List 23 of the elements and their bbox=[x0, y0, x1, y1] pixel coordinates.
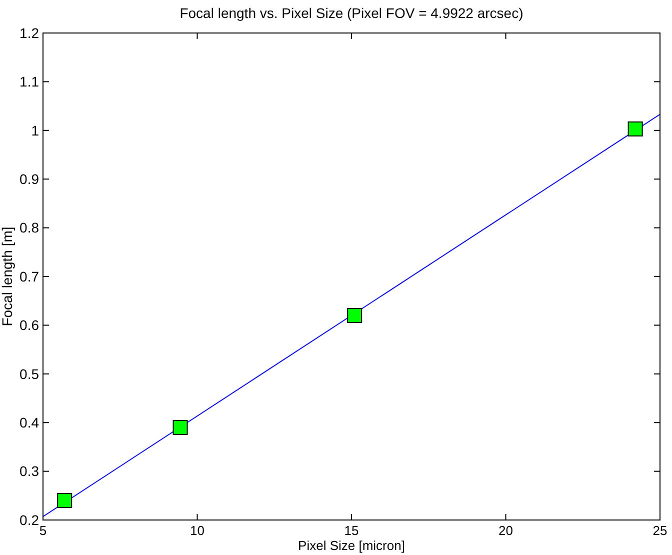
x-tick-label: 10 bbox=[190, 523, 204, 538]
y-tick-label: 1 bbox=[31, 122, 40, 138]
point bbox=[628, 121, 643, 136]
y-tick-label: 0.8 bbox=[20, 220, 40, 236]
y-tick-label: 0.2 bbox=[20, 512, 40, 528]
y-tick-label: 0.9 bbox=[20, 171, 40, 187]
y-tick-label: 0.3 bbox=[20, 463, 40, 480]
y-tick-label: 0.7 bbox=[20, 268, 40, 284]
point bbox=[57, 493, 72, 508]
y-tick-label: 1.2 bbox=[20, 24, 40, 41]
point bbox=[172, 420, 188, 435]
y-axis-title: Focal length [m] bbox=[0, 226, 15, 326]
y-tick-label: 0.6 bbox=[20, 317, 40, 334]
x-axis-title: Pixel Size [micron] bbox=[298, 538, 405, 553]
point bbox=[347, 308, 362, 323]
x-tick-label: 20 bbox=[498, 523, 513, 538]
x-tick-label: 25 bbox=[652, 523, 668, 538]
chart-title: Focal length vs. Pixel Size (Pixel FOV = 4.9922 arcsec) bbox=[180, 5, 524, 21]
y-tick-label: 0.5 bbox=[20, 366, 40, 382]
y-tick-label: 0.4 bbox=[20, 414, 40, 430]
y-tick-label: 1.1 bbox=[20, 74, 40, 90]
x-tick-label: 5 bbox=[39, 523, 47, 538]
x-tick-label: 15 bbox=[344, 523, 359, 538]
